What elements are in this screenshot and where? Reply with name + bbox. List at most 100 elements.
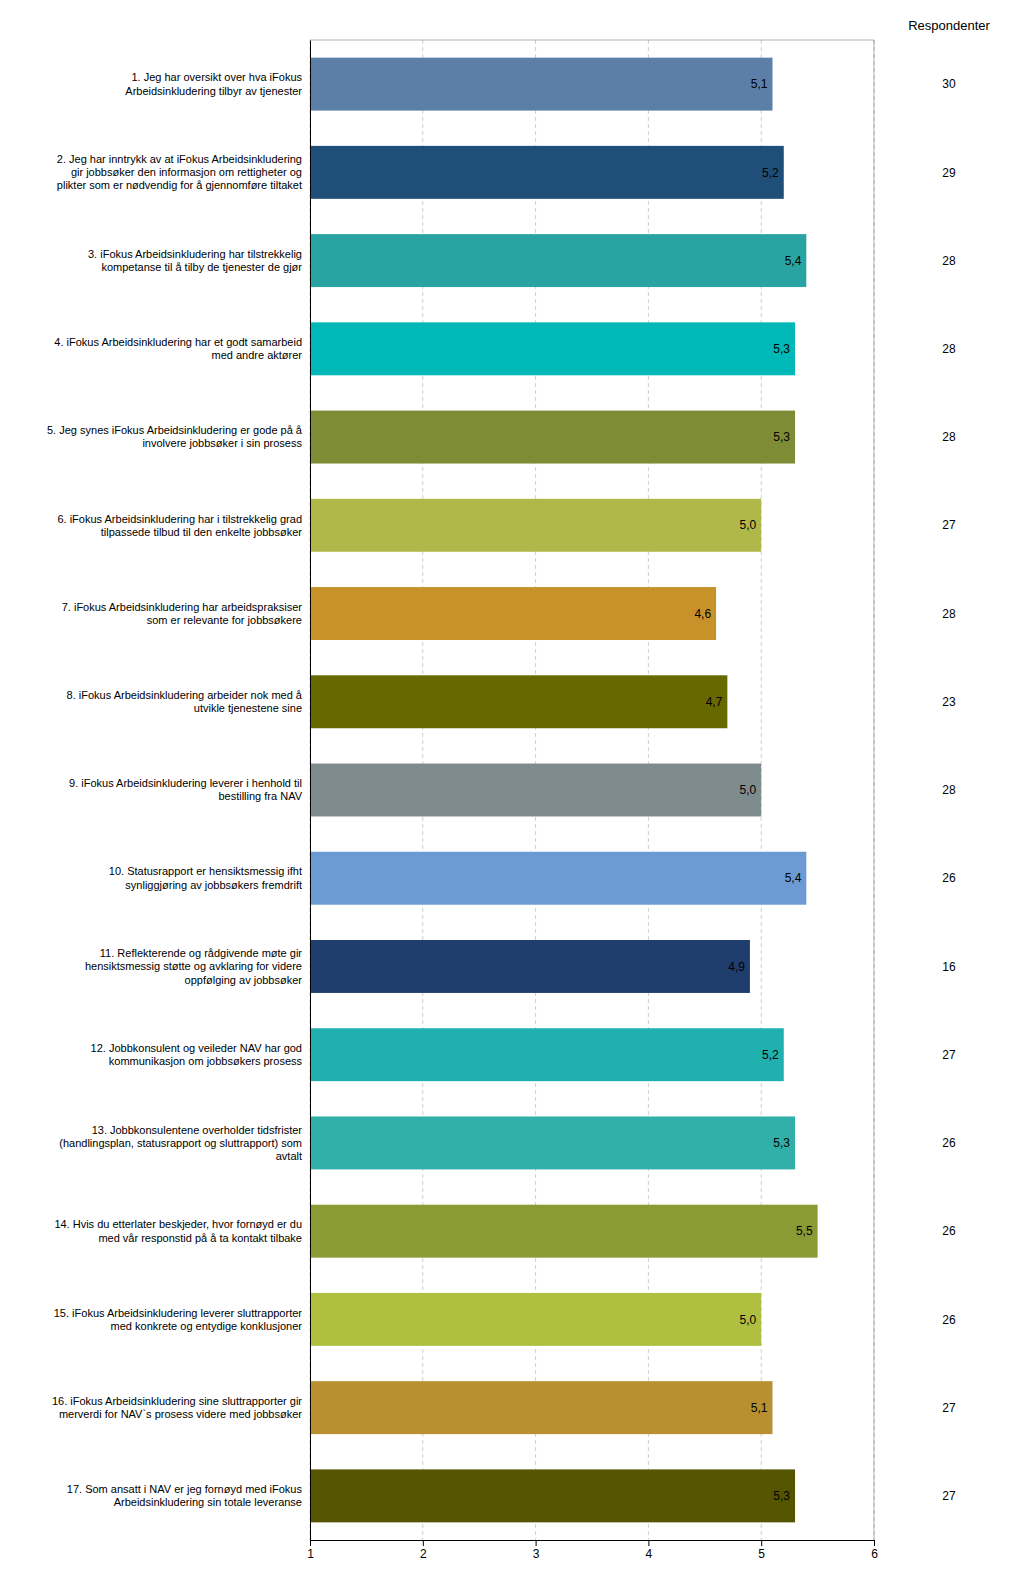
- data-label: 5,4: [785, 254, 802, 268]
- plot: 5,15,25,45,35,35,04,64,75,05,44,95,25,35…: [47, 40, 878, 1561]
- data-label: 5,4: [785, 871, 802, 885]
- chart: 5,15,25,45,35,35,04,64,75,05,44,95,25,35…: [0, 0, 1024, 1585]
- grid: [310, 40, 874, 1540]
- y-tick-label: 11. Reflekterende og rådgivende møte gir…: [85, 947, 302, 985]
- x-tick-mark: [536, 1540, 537, 1546]
- frame-top: [310, 40, 874, 41]
- x-tick: 3: [533, 1540, 540, 1561]
- y-tick: 8. iFokus Arbeidsinkludering arbeider no…: [67, 689, 303, 714]
- respondents-header: Respondenter: [908, 18, 990, 33]
- x-axis: 1 2 3 4 5 6: [307, 1540, 878, 1561]
- data-label: 5,0: [740, 518, 757, 532]
- data-labels: 5,15,25,45,35,35,04,64,75,05,44,95,25,35…: [694, 77, 813, 1503]
- bar: [310, 146, 784, 199]
- y-tick: 15. iFokus Arbeidsinkludering leverer sl…: [54, 1307, 303, 1332]
- y-tick: 7. iFokus Arbeidsinkludering har arbeids…: [62, 601, 303, 626]
- y-tick-label: 17. Som ansatt i NAV er jeg fornøyd med …: [67, 1483, 303, 1508]
- respondent-count: 28: [942, 342, 956, 356]
- data-label: 5,2: [762, 166, 779, 180]
- y-tick: 6. iFokus Arbeidsinkludering har i tilst…: [57, 513, 302, 538]
- data-label: 4,6: [694, 607, 711, 621]
- y-tick-label: 8. iFokus Arbeidsinkludering arbeider no…: [67, 689, 303, 714]
- y-tick: 17. Som ansatt i NAV er jeg fornøyd med …: [67, 1483, 303, 1508]
- y-tick-label: 7. iFokus Arbeidsinkludering har arbeids…: [62, 601, 303, 626]
- bar: [310, 234, 806, 287]
- x-axis-line: [311, 1541, 875, 1547]
- y-tick-label: 9. iFokus Arbeidsinkludering leverer i h…: [69, 777, 303, 802]
- bar: [310, 940, 750, 993]
- y-tick-label: 15. iFokus Arbeidsinkludering leverer sl…: [54, 1307, 303, 1332]
- y-tick: 11. Reflekterende og rådgivende møte gir…: [85, 947, 302, 985]
- x-tick-label: 2: [420, 1547, 427, 1561]
- data-label: 5,0: [740, 783, 757, 797]
- x-tick-label: 4: [646, 1547, 653, 1561]
- y-tick-label: 4. iFokus Arbeidsinkludering har et godt…: [54, 336, 302, 361]
- bar: [310, 411, 795, 464]
- data-label: 5,3: [773, 430, 790, 444]
- y-tick: 2. Jeg har inntrykk av at iFokus Arbeids…: [57, 153, 302, 191]
- x-tick: 6: [871, 1540, 878, 1561]
- x-tick-label: 6: [871, 1547, 878, 1561]
- respondent-count: 30: [942, 77, 956, 91]
- bar: [310, 852, 806, 905]
- bar: [310, 1469, 795, 1522]
- bar: [310, 1293, 761, 1346]
- bar: [310, 587, 716, 640]
- bar: [310, 1028, 784, 1081]
- y-axis: 1. Jeg har oversikt over hva iFokusArbei…: [47, 41, 311, 1541]
- y-tick-label: 14. Hvis du etterlater beskjeder, hvor f…: [54, 1218, 302, 1243]
- respondents: Respondenter3029282828272823282616272626…: [908, 18, 990, 1503]
- y-tick: 9. iFokus Arbeidsinkludering leverer i h…: [69, 777, 303, 802]
- y-tick-label: 12. Jobbkonsulent og veileder NAV har go…: [91, 1042, 303, 1067]
- data-label: 5,1: [751, 1401, 768, 1415]
- data-label: 5,2: [762, 1048, 779, 1062]
- y-tick: 4. iFokus Arbeidsinkludering har et godt…: [54, 336, 302, 361]
- bar: [310, 58, 772, 111]
- y-tick-label: 10. Statusrapport er hensiktsmessig ifht…: [109, 865, 302, 890]
- respondent-count: 23: [942, 695, 956, 709]
- grid-line: [310, 40, 311, 1540]
- data-label: 5,0: [740, 1313, 757, 1327]
- y-tick-label: 1. Jeg har oversikt over hva iFokusArbei…: [125, 71, 302, 96]
- y-tick-label: 2. Jeg har inntrykk av at iFokus Arbeids…: [57, 153, 302, 191]
- y-axis-line: [310, 41, 311, 1541]
- respondent-count: 28: [942, 783, 956, 797]
- x-tick-mark: [423, 1540, 424, 1546]
- x-tick-label: 5: [758, 1547, 765, 1561]
- data-label: 5,5: [796, 1224, 813, 1238]
- bars: [310, 58, 818, 1523]
- data-label: 5,3: [773, 342, 790, 356]
- respondent-count: 28: [942, 430, 956, 444]
- x-tick-label: 1: [307, 1547, 314, 1561]
- respondent-count: 27: [942, 1048, 956, 1062]
- bar: [310, 322, 795, 375]
- data-label: 4,9: [728, 960, 745, 974]
- data-label: 5,3: [773, 1136, 790, 1150]
- respondent-count: 27: [942, 1401, 956, 1415]
- y-tick-label: 3. iFokus Arbeidsinkludering har tilstre…: [88, 248, 302, 273]
- x-tick: 2: [420, 1540, 427, 1561]
- y-tick-label: 13. Jobbkonsulentene overholder tidsfris…: [59, 1124, 302, 1162]
- respondent-count: 29: [942, 166, 956, 180]
- respondent-count: 16: [942, 960, 956, 974]
- respondent-count: 26: [942, 871, 956, 885]
- frame-right: [874, 40, 875, 1540]
- y-tick: 12. Jobbkonsulent og veileder NAV har go…: [91, 1042, 303, 1067]
- y-tick: 14. Hvis du etterlater beskjeder, hvor f…: [54, 1218, 302, 1243]
- respondent-count: 26: [942, 1136, 956, 1150]
- x-tick-mark: [648, 1540, 649, 1546]
- x-tick-mark: [874, 1540, 875, 1546]
- x-tick-label: 3: [533, 1547, 540, 1561]
- y-tick-label: 6. iFokus Arbeidsinkludering har i tilst…: [57, 513, 302, 538]
- y-tick: 13. Jobbkonsulentene overholder tidsfris…: [59, 1124, 302, 1162]
- bar: [310, 1205, 818, 1258]
- respondent-count: 26: [942, 1224, 956, 1238]
- x-tick-mark: [310, 1540, 311, 1546]
- bar: [310, 499, 761, 552]
- y-tick: 3. iFokus Arbeidsinkludering har tilstre…: [88, 248, 302, 273]
- respondent-count: 27: [942, 1489, 956, 1503]
- x-tick: 1: [307, 1540, 314, 1561]
- bar: [310, 764, 761, 817]
- y-tick: 10. Statusrapport er hensiktsmessig ifht…: [109, 865, 302, 890]
- y-tick: 16. iFokus Arbeidsinkludering sine slutt…: [52, 1395, 302, 1420]
